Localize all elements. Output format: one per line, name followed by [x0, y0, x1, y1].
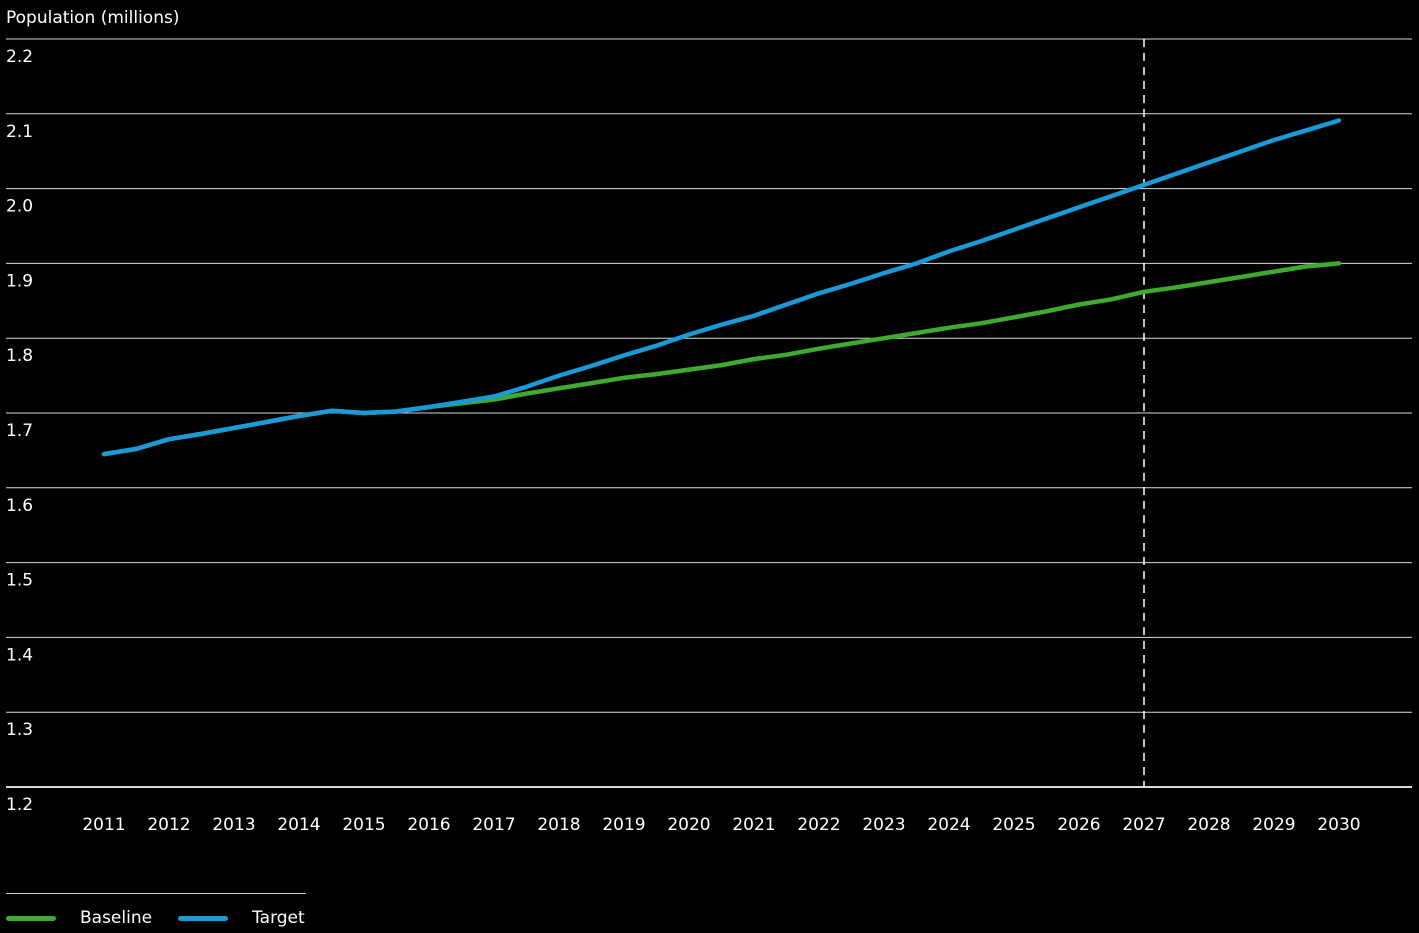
y-tick-label: 2.2 [6, 47, 33, 67]
x-tick-label: 2021 [732, 815, 775, 835]
x-tick-label: 2011 [82, 815, 125, 835]
x-tick-label: 2012 [147, 815, 190, 835]
y-tick-label: 2.0 [6, 197, 33, 217]
x-tick-label: 2028 [1187, 815, 1230, 835]
x-tick-label: 2014 [277, 815, 320, 835]
legend-item-baseline: Baseline [6, 908, 152, 928]
x-tick-label: 2013 [212, 815, 255, 835]
y-tick-label: 1.7 [6, 421, 33, 441]
x-tick-label: 2025 [992, 815, 1035, 835]
y-tick-labels: 1.2 1.3 1.4 1.5 1.6 1.7 1.8 1.9 2.0 2.1 2.2 [6, 47, 33, 815]
legend-label-baseline: Baseline [80, 908, 153, 928]
series-line-baseline [101, 261, 1342, 457]
y-tick-label: 1.5 [6, 571, 33, 591]
x-tick-label: 2022 [797, 815, 840, 835]
x-tick-label: 2024 [927, 815, 970, 835]
x-tick-label: 2017 [472, 815, 515, 835]
x-tick-label: 2015 [342, 815, 385, 835]
x-tick-label: 2027 [1122, 815, 1165, 835]
grid-lines [6, 38, 1412, 788]
x-tick-label: 2029 [1252, 815, 1295, 835]
x-tick-label: 2020 [667, 815, 710, 835]
legend-label-target: Target [252, 908, 305, 928]
y-tick-label: 1.3 [6, 720, 33, 740]
x-tick-label: 2030 [1317, 815, 1360, 835]
legend-swatch-baseline [6, 915, 56, 921]
y-tick-label: 1.8 [6, 346, 33, 366]
y-tick-label: 2.1 [6, 122, 33, 142]
legend-swatch-target [178, 915, 229, 921]
legend: Baseline Target [6, 908, 331, 928]
legend-item-target: Target [178, 908, 305, 928]
y-axis-label: Population (millions) [6, 8, 180, 28]
x-tick-label: 2023 [862, 815, 905, 835]
series-lines [101, 118, 1342, 457]
y-tick-label: 1.2 [6, 795, 33, 815]
x-tick-labels: 2011 2012 2013 2014 2015 2016 2017 2018 2019 2020… [82, 815, 1360, 835]
y-tick-label: 1.6 [6, 496, 33, 516]
y-tick-label: 1.9 [6, 271, 33, 291]
x-tick-label: 2018 [537, 815, 580, 835]
x-tick-label: 2016 [407, 815, 450, 835]
y-tick-label: 1.4 [6, 645, 33, 665]
x-tick-label: 2019 [602, 815, 645, 835]
series-line-target [101, 118, 1342, 457]
legend-divider [6, 893, 306, 894]
x-tick-label: 2026 [1057, 815, 1100, 835]
